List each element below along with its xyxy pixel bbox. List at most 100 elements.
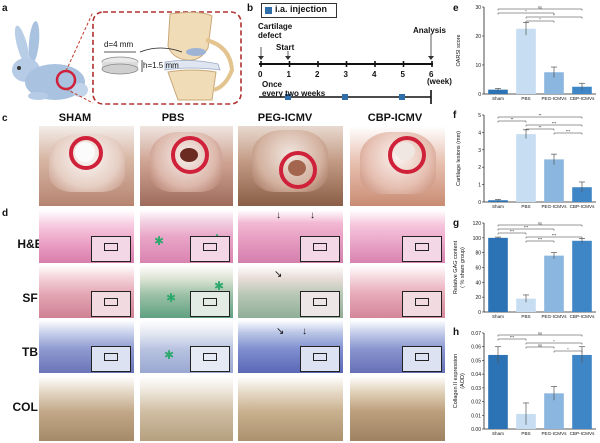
bar-sham xyxy=(488,200,508,202)
bar-peg-icmvs xyxy=(544,255,564,312)
panel-b-label: b xyxy=(247,3,254,14)
start-label: Start xyxy=(276,43,295,52)
y-tick-label: 10 xyxy=(475,63,481,69)
y-tick-label: 0.04 xyxy=(471,372,481,378)
significance-label: * xyxy=(525,9,527,13)
significance-label: *** xyxy=(552,121,557,125)
defect-circle xyxy=(171,136,209,174)
height-label: h=1.5 mm xyxy=(143,61,179,70)
injection-marker-week3 xyxy=(342,94,348,100)
chart-e-oarsi: 0 10 20 30 OARSI score Sham PBS PEG-ICMVs CBP-IC… xyxy=(456,5,596,101)
y-tick-label: 1 xyxy=(478,183,481,189)
knee-joint-icon xyxy=(164,11,235,101)
defect-circle xyxy=(388,136,426,174)
colii-peg xyxy=(238,376,343,441)
joint-photo-peg xyxy=(238,126,343,206)
joint-photo-pbs xyxy=(140,126,233,206)
significance-label: ** xyxy=(511,117,514,121)
significance-label: *** xyxy=(566,129,571,133)
y-tick-label: 0.06 xyxy=(471,345,481,351)
x-tick-label: Sham xyxy=(492,431,504,436)
timeline-tick-label: 5 xyxy=(400,70,405,79)
y-tick-label: 80 xyxy=(475,251,481,257)
column-sham: SHAM xyxy=(58,112,92,124)
y-tick-label: 0 xyxy=(478,92,481,98)
bar-sham xyxy=(488,237,508,312)
row-label-he: H&E xyxy=(17,237,43,251)
colii-pbs xyxy=(140,376,233,441)
injection-legend: i.a. injection xyxy=(261,3,337,18)
bar-cbp-icmvs xyxy=(572,187,592,202)
timeline-tick-label: 2 xyxy=(315,70,320,79)
significance-label: ns xyxy=(538,221,542,225)
row-label-colii: COL II xyxy=(12,400,48,414)
x-tick-label: PBS xyxy=(521,96,530,101)
row-label-sf: SF xyxy=(22,291,38,305)
y-tick-label: 20 xyxy=(475,34,481,40)
colii-cbp xyxy=(350,376,445,441)
tb-cbp xyxy=(350,320,445,373)
timeline xyxy=(258,34,434,104)
significance-label: *** xyxy=(510,229,515,233)
significance-label: ns xyxy=(538,343,542,347)
panel-h-label: h xyxy=(453,327,460,338)
y-tick-label: 3 xyxy=(478,148,481,154)
y-tick-label: 30 xyxy=(475,5,481,11)
significance-label: ns xyxy=(538,331,542,335)
sf-peg: ↘ xyxy=(238,265,343,318)
x-tick-label: PBS xyxy=(521,431,530,436)
defect-disc-icon xyxy=(101,56,139,75)
tb-pbs: ✱✱ xyxy=(140,320,233,373)
y-axis-label: OARSI score xyxy=(456,34,462,66)
x-tick-label: Sham xyxy=(492,96,504,101)
panel-f-label: f xyxy=(453,110,457,121)
y-tick-label: 40 xyxy=(475,280,481,286)
bar-peg-icmvs xyxy=(544,72,564,94)
y-tick-label: 0.01 xyxy=(471,413,481,419)
x-tick-label: CBP-ICMVs xyxy=(570,431,595,436)
diameter-label: d=4 mm xyxy=(104,40,134,49)
row-label-tb: TB xyxy=(22,345,38,359)
x-tick-label: Sham xyxy=(492,314,504,319)
once-label: Once every two weeks xyxy=(262,80,326,98)
significance-label: ** xyxy=(539,125,542,129)
panel-c-label: c xyxy=(2,113,8,124)
x-tick-label: PEG-ICMVs xyxy=(541,314,567,319)
y-tick-label: 0.03 xyxy=(471,386,481,392)
injection-marker-icon xyxy=(265,7,272,14)
y-tick-label: 60 xyxy=(475,266,481,272)
x-tick-label: PBS xyxy=(521,204,530,209)
panel-d-label: d xyxy=(2,208,9,219)
y-tick-label: 5 xyxy=(478,113,481,119)
joint-photo-sham xyxy=(39,126,134,206)
rabbit-icon xyxy=(12,21,88,100)
bar-sham xyxy=(488,89,508,94)
y-tick-label: 2 xyxy=(478,165,481,171)
chart-h-collagen: 0.00 0.01 0.02 0.03 0.04 0.05 0.06 0.07 Collagen… xyxy=(453,331,596,436)
y-tick-label: 0.05 xyxy=(471,358,481,364)
timeline-tick-label: 1 xyxy=(286,70,291,79)
chart-f-lesions: 0 1 2 3 4 5 Cartilage lesions (mm) Sham PBS PEG-I… xyxy=(456,113,596,209)
x-tick-label: PEG-ICMVs xyxy=(541,96,567,101)
sf-cbp xyxy=(350,265,445,318)
sf-pbs: ✱ ✱ xyxy=(140,265,233,318)
x-tick-label: CBP-ICMVs xyxy=(570,96,595,101)
injection-marker-week1 xyxy=(285,94,291,100)
y-axis-label: (AOD) xyxy=(460,373,466,389)
significance-label: * xyxy=(539,17,541,21)
column-peg-icmv: PEG-ICMV xyxy=(257,112,313,124)
x-tick-label: PEG-ICMVs xyxy=(541,204,567,209)
timeline-tick-label: 3 xyxy=(343,70,348,79)
analysis-label: Analysis xyxy=(413,26,446,35)
panel-g-label: g xyxy=(453,218,460,229)
bar-peg-icmvs xyxy=(544,159,564,202)
bar-cbp-icmvs xyxy=(572,354,592,429)
cartilage-defect-label: Cartilage defect xyxy=(258,22,293,40)
y-axis-label: Cartilage lesions (mm) xyxy=(456,131,462,186)
bar-sham xyxy=(488,354,508,429)
x-tick-label: PBS xyxy=(521,314,530,319)
y-tick-label: 0.07 xyxy=(471,331,481,337)
column-pbs: PBS xyxy=(161,112,185,124)
he-pbs: ✱✱ xyxy=(140,210,233,263)
bar-pbs xyxy=(516,298,536,312)
